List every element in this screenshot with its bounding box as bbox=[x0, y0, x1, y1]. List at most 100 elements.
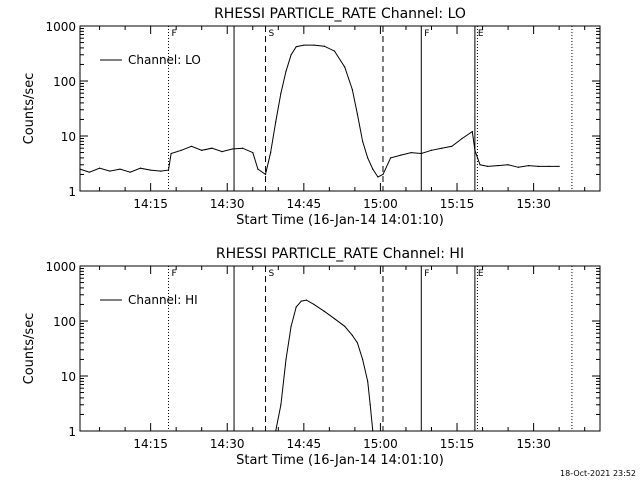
panel1-series-line bbox=[79, 44, 560, 178]
panel2-x-tick-label: 14:30 bbox=[210, 437, 245, 451]
panel1-data-point bbox=[241, 147, 244, 149]
panel1-data-point bbox=[441, 147, 443, 149]
panel2-data-point bbox=[300, 300, 302, 302]
panel2-data-point bbox=[351, 334, 353, 336]
panel2-data-point bbox=[280, 404, 282, 406]
panel2-data-point bbox=[313, 303, 315, 306]
panel1-y-tick-label: 10 bbox=[61, 130, 76, 144]
panel1-data-point bbox=[257, 168, 259, 170]
panel1-data-point bbox=[303, 44, 305, 46]
panel1-legend-label: Channel: LO bbox=[128, 53, 201, 67]
panel2-data-point bbox=[285, 358, 287, 361]
panel1-data-point bbox=[119, 168, 121, 170]
panel2-legend-label: Channel: HI bbox=[128, 293, 198, 307]
panel1-data-point bbox=[264, 173, 267, 176]
panel1-data-point bbox=[333, 50, 336, 52]
panel2-event-marker-label: S bbox=[269, 269, 275, 279]
panel1-x-tick-label: 14:30 bbox=[210, 197, 245, 211]
panel2-x-tick-label: 14:45 bbox=[287, 437, 322, 451]
panel1-data-point bbox=[420, 152, 422, 155]
panel2-data-point bbox=[333, 318, 336, 320]
panel1-data-point bbox=[377, 176, 379, 178]
panel1-data-point bbox=[129, 171, 131, 173]
panel1-plot-frame bbox=[79, 25, 601, 192]
panel1-x-axis-label: Start Time (16-Jan-14 14:01:10) bbox=[236, 213, 444, 228]
panel1-data-point bbox=[382, 173, 384, 176]
panel1-data-point bbox=[517, 166, 519, 168]
panel2-data-point bbox=[372, 430, 374, 432]
panel2-y-tick-label: 100 bbox=[53, 315, 76, 329]
panel1-event-marker-label: E bbox=[478, 29, 484, 39]
panel1-data-point bbox=[474, 149, 476, 151]
panel1-data-point bbox=[211, 147, 213, 149]
panel2-x-tick-label: 15:30 bbox=[516, 437, 551, 451]
panel1-y-axis-label: Counts/sec bbox=[22, 73, 37, 145]
panel2-event-marker-label: F bbox=[172, 269, 177, 279]
panel1-data-point bbox=[527, 164, 530, 167]
panel1-data-point bbox=[410, 151, 412, 154]
panel1-data-point bbox=[461, 137, 463, 140]
panel1-data-point bbox=[280, 92, 282, 94]
panel1-data-point bbox=[190, 145, 193, 147]
panel1-x-tick-label: 15:00 bbox=[363, 197, 398, 211]
panel2-x-tick-label: 15:15 bbox=[440, 437, 475, 451]
panel1-data-point bbox=[221, 151, 223, 153]
panel2-plot-frame bbox=[79, 265, 601, 432]
panel1-chart-title: RHESSI PARTICLE_RATE Channel: LO bbox=[214, 6, 466, 22]
panel2-x-tick-label: 15:00 bbox=[363, 437, 398, 451]
panel1-data-point bbox=[323, 45, 325, 47]
panel1-y-tick-label: 1000 bbox=[45, 20, 76, 34]
panel1-data-point bbox=[109, 170, 111, 172]
panel1-data-point bbox=[170, 152, 172, 155]
panel2-y-axis-label: Counts/sec bbox=[22, 313, 37, 385]
panel1-data-point bbox=[167, 169, 170, 171]
panel2-y-tick-label: 10 bbox=[61, 370, 76, 384]
timestamp-footer: 18-Oct-2021 23:52 bbox=[560, 469, 636, 478]
panel1-data-point bbox=[139, 167, 142, 169]
panel1-data-point bbox=[507, 164, 509, 166]
panel1-data-point bbox=[98, 167, 101, 169]
panel1-data-point bbox=[275, 121, 277, 123]
panel1-data-point bbox=[487, 165, 489, 168]
panel1-x-tick-label: 14:15 bbox=[133, 197, 168, 211]
panel1-data-point bbox=[313, 44, 315, 46]
panel1-data-point bbox=[150, 169, 152, 171]
panel1-x-tick-label: 15:15 bbox=[440, 197, 475, 211]
panel1-data-point bbox=[361, 140, 364, 142]
panel2-y-tick-label: 1 bbox=[68, 425, 76, 439]
panel1-data-point bbox=[252, 151, 254, 154]
panel2-data-point bbox=[356, 342, 359, 344]
panel1-event-marker-label: S bbox=[269, 29, 275, 39]
panel1-data-point bbox=[367, 157, 369, 159]
panel1-data-point bbox=[344, 66, 346, 68]
panel1-data-point bbox=[471, 131, 473, 133]
panel1-y-tick-label: 100 bbox=[53, 75, 76, 89]
panel2-data-point bbox=[361, 358, 364, 361]
panel1-data-point bbox=[372, 168, 374, 170]
panel2-data-point bbox=[367, 380, 369, 382]
panel2-data-point bbox=[275, 430, 277, 432]
panel1-data-point bbox=[548, 165, 550, 168]
panel1-event-marker-label: F bbox=[424, 29, 429, 39]
panel1-data-point bbox=[356, 113, 359, 115]
panel1-data-point bbox=[79, 168, 81, 170]
panel1-y-tick-label: 1 bbox=[68, 185, 76, 199]
panel2-data-point bbox=[323, 310, 325, 312]
panel1-data-point bbox=[558, 165, 560, 168]
panel1-event-marker-label: F bbox=[172, 29, 177, 39]
panel1-data-point bbox=[290, 54, 292, 56]
panel1-data-point bbox=[400, 154, 402, 156]
panel1-data-point bbox=[88, 171, 90, 173]
panel2-data-point bbox=[290, 325, 292, 327]
panel2-event-marker-label: E bbox=[478, 269, 484, 279]
panel1-data-point bbox=[351, 88, 353, 91]
panel1-data-point bbox=[270, 151, 272, 154]
panel2-data-point bbox=[369, 404, 371, 406]
panel1-x-tick-label: 15:30 bbox=[516, 197, 551, 211]
panel2-data-point bbox=[295, 306, 297, 308]
panel1-data-point bbox=[538, 165, 540, 168]
panel2-x-axis-label: Start Time (16-Jan-14 14:01:10) bbox=[236, 453, 444, 468]
panel2-data-point bbox=[305, 299, 307, 301]
panel1-data-point bbox=[390, 157, 392, 159]
